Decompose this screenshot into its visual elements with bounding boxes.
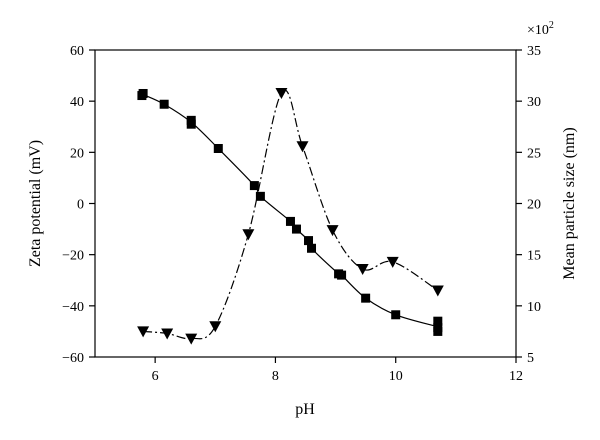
- x-tick-label: 8: [272, 369, 279, 384]
- x-axis-ticks: 6 8 10 12: [152, 357, 523, 384]
- right-y-tick-label: 30: [527, 95, 541, 110]
- triangle-marker: [431, 285, 444, 297]
- triangle-marker: [326, 225, 339, 237]
- right-y-axis-ticks: 5 10 15 20 25 30 35: [516, 44, 541, 366]
- right-axis-multiplier: ×102: [527, 20, 554, 38]
- right-y-tick-label: 10: [527, 300, 541, 315]
- right-axis-multiplier-base: ×10: [527, 23, 549, 38]
- series-group: [137, 87, 444, 345]
- left-y-tick-label: 40: [70, 95, 84, 110]
- right-y-axis-title: Mean particle size (nm): [561, 127, 578, 279]
- square-marker: [391, 310, 401, 320]
- triangle-marker: [137, 326, 150, 338]
- left-y-axis-title: Zeta potential (mV): [27, 140, 44, 267]
- left-y-axis-ticks: −60 −40 −20 0 20 40 60: [62, 44, 95, 366]
- right-y-tick-label: 15: [527, 249, 541, 264]
- square-marker: [186, 119, 196, 129]
- plot-frame: [94, 49, 517, 358]
- triangle-marker: [185, 333, 198, 345]
- triangle-marker: [209, 321, 222, 333]
- right-y-tick-label: 5: [527, 351, 534, 366]
- square-marker: [159, 99, 169, 109]
- triangle-marker: [242, 229, 255, 241]
- right-y-tick-label: 35: [527, 44, 541, 59]
- x-axis-title: pH: [295, 401, 315, 418]
- left-y-tick-label: −40: [62, 300, 84, 315]
- left-y-tick-label: 0: [77, 198, 84, 213]
- triangle-marker: [161, 328, 174, 340]
- left-y-tick-label: 20: [70, 146, 84, 161]
- square-marker: [307, 243, 317, 253]
- square-marker: [291, 224, 301, 234]
- right-y-tick-label: 20: [527, 198, 541, 213]
- x-tick-label: 6: [152, 369, 159, 384]
- triangle-marker: [386, 256, 399, 268]
- square-marker: [255, 191, 265, 201]
- square-marker: [337, 270, 347, 280]
- square-marker: [433, 326, 443, 336]
- right-axis-multiplier-exponent: 2: [549, 20, 554, 31]
- x-tick-label: 10: [389, 369, 403, 384]
- square-marker: [304, 236, 314, 246]
- x-tick-label: 12: [509, 369, 523, 384]
- left-y-tick-label: 60: [70, 44, 84, 59]
- left-y-tick-label: −20: [62, 249, 84, 264]
- square-marker: [213, 143, 223, 153]
- square-marker: [285, 216, 295, 226]
- triangle-marker: [296, 141, 309, 153]
- square-marker: [137, 91, 147, 101]
- triangle-marker: [356, 263, 369, 275]
- right-y-tick-label: 25: [527, 146, 541, 161]
- triangle-marker: [275, 87, 288, 99]
- square-marker: [433, 316, 443, 326]
- left-y-tick-label: −60: [62, 351, 84, 366]
- square-marker: [249, 181, 259, 191]
- series-1-line: [142, 93, 438, 328]
- square-marker: [361, 293, 371, 303]
